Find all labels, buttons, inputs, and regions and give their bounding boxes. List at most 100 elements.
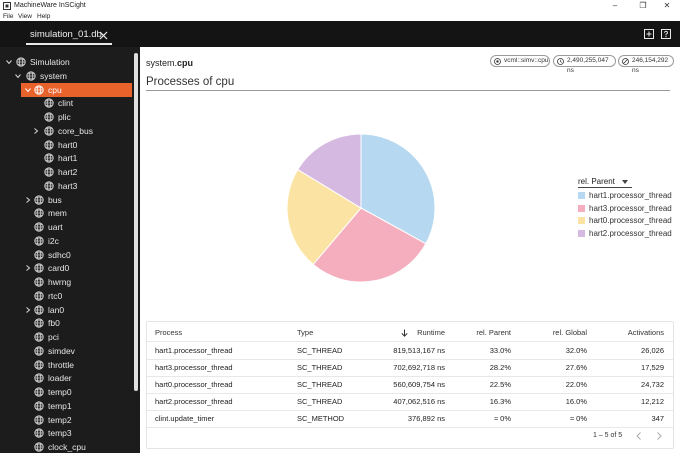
sidebar-item-label: sdhc0 [48, 249, 71, 260]
clock-icon [557, 57, 564, 65]
table-cell: 22.5% [489, 380, 511, 389]
legend-swatch [578, 229, 585, 237]
column-header-rel-parent[interactable]: rel. Parent [476, 328, 511, 337]
globe-icon [34, 414, 44, 425]
sidebar-item-uart[interactable]: uart [0, 220, 134, 234]
sidebar-item-cpu[interactable]: cpu [21, 82, 132, 97]
sidebar-item-fb0[interactable]: fb0 [0, 316, 134, 330]
section-divider [146, 90, 670, 91]
sidebar-item-clock-cpu[interactable]: clock_cpu [0, 440, 134, 453]
globe-icon [44, 112, 54, 122]
sidebar-item-temp3[interactable]: temp3 [0, 426, 134, 440]
legend-label: hart0.processor_thread [589, 216, 672, 225]
sidebar-item-hart3[interactable]: hart3 [0, 179, 134, 193]
sidebar-item-pci[interactable]: pci [0, 330, 134, 344]
table-cell[interactable]: clint.update_timer [155, 414, 215, 423]
sidebar-item-label: hart1 [58, 153, 78, 164]
sidebar-item-hwrng[interactable]: hwrng [0, 275, 134, 289]
sidebar-item-lan0[interactable]: lan0 [0, 303, 134, 317]
sidebar-item-label: uart [48, 222, 63, 232]
breadcrumb-parent[interactable]: system. [146, 58, 178, 68]
table-cell: SC_THREAD [297, 397, 343, 406]
sidebar-item-label: loader [48, 373, 72, 384]
column-header-type[interactable]: Type [297, 328, 314, 337]
sidebar-item-system[interactable]: system [0, 69, 134, 83]
close-tab-icon[interactable] [99, 31, 108, 40]
table-cell[interactable]: hart3.processor_thread [155, 363, 233, 372]
chevron-right-icon[interactable] [25, 196, 31, 203]
sidebar-item-card0[interactable]: card0 [0, 261, 134, 275]
chip-kind: vcml::simv::cpu [490, 55, 550, 67]
sidebar-item-temp0[interactable]: temp0 [0, 385, 134, 399]
pie-slice-hart0-processor-thread[interactable] [286, 168, 362, 266]
chevron-down-icon[interactable] [15, 73, 21, 79]
sidebar-item-clint[interactable]: clint [0, 96, 134, 110]
menu-view[interactable]: View [18, 13, 32, 20]
sidebar-item-core-bus[interactable]: core_bus [0, 124, 134, 138]
chevron-right-icon[interactable] [25, 265, 31, 272]
sidebar-item-sdhc0[interactable]: sdhc0 [0, 248, 134, 262]
globe-icon [34, 84, 44, 95]
sidebar-item-label: clock_cpu [48, 442, 86, 452]
sidebar-item-simulation[interactable]: Simulation [0, 55, 134, 69]
sidebar-item-throttle[interactable]: throttle [0, 358, 134, 372]
table-cell: 27.6% [565, 363, 587, 372]
column-header-rel-global[interactable]: rel. Global [552, 328, 587, 337]
table-cell[interactable]: hart1.processor_thread [155, 346, 233, 355]
help-icon[interactable] [661, 29, 671, 39]
table-cell: SC_THREAD [297, 363, 343, 372]
sidebar-item-hart0[interactable]: hart0 [0, 138, 134, 152]
chevron-right-icon[interactable] [33, 127, 39, 134]
window-titlebar: MachineWare InSCight – ❐ ✕ [0, 0, 680, 12]
table-cell[interactable]: hart0.processor_thread [155, 380, 233, 389]
tab-strip: simulation_01.db [0, 21, 680, 47]
chevron-right-icon[interactable] [25, 306, 31, 313]
table-cell: SC_THREAD [297, 346, 343, 355]
sidebar-item-label: hart3 [58, 180, 78, 191]
previous-page-icon[interactable] [635, 432, 643, 440]
sidebar-scrollbar[interactable] [134, 53, 138, 391]
sidebar-item-bus[interactable]: bus [0, 193, 134, 207]
sort-down-arrow-icon[interactable] [401, 329, 408, 337]
column-header-activations[interactable]: Activations [627, 328, 664, 337]
globe-icon [34, 194, 44, 205]
pie-slice-hart3-processor-thread[interactable] [312, 207, 427, 283]
sidebar-item-temp2[interactable]: temp2 [0, 413, 134, 427]
tab-simulation-db[interactable]: simulation_01.db [26, 27, 112, 45]
maximize-button[interactable]: ❐ [639, 1, 647, 10]
menu-help[interactable]: Help [37, 13, 51, 20]
sidebar-item-i2c[interactable]: i2c [0, 234, 134, 248]
sidebar-item-hart1[interactable]: hart1 [0, 151, 134, 165]
table-cell: SC_METHOD [297, 414, 345, 423]
chip-sim-time: 2,490,255,047 ns [553, 55, 616, 74]
globe-icon [34, 346, 44, 356]
chevron-down-icon[interactable] [25, 87, 31, 93]
sidebar-item-label: temp0 [48, 387, 72, 397]
pie-slice-hart2-processor-thread[interactable] [297, 133, 362, 209]
table-cell: SC_THREAD [297, 380, 343, 389]
sidebar-item-mem[interactable]: mem [0, 206, 134, 220]
sidebar-item-simdev[interactable]: simdev [0, 344, 134, 358]
chevron-down-icon[interactable] [6, 59, 12, 65]
new-window-icon[interactable] [644, 29, 654, 39]
sidebar-item-rtc0[interactable]: rtc0 [0, 289, 134, 303]
pie-slice-hart1-processor-thread[interactable] [360, 133, 436, 245]
globe-icon [34, 249, 44, 260]
sidebar-item-temp1[interactable]: temp1 [0, 399, 134, 413]
next-page-icon[interactable] [655, 432, 663, 440]
table-cell[interactable]: hart2.processor_thread [155, 397, 233, 406]
legend-selector[interactable]: rel. Parent [578, 177, 632, 188]
sidebar-item-label: pci [48, 332, 59, 342]
close-window-button[interactable]: ✕ [663, 1, 671, 10]
legend-label: hart1.processor_thread [589, 191, 672, 200]
column-header-process[interactable]: Process [155, 328, 183, 337]
sidebar-item-loader[interactable]: loader [0, 371, 134, 385]
window-title: MachineWare InSCight [14, 2, 86, 9]
menu-file[interactable]: File [3, 13, 14, 20]
sidebar-item-hart2[interactable]: hart2 [0, 165, 134, 179]
sidebar-item-plic[interactable]: plic [0, 110, 134, 124]
column-header-runtime[interactable]: Runtime [417, 328, 445, 337]
globe-icon [44, 139, 54, 150]
minimize-button[interactable]: – [612, 1, 618, 10]
header-divider [147, 341, 673, 342]
